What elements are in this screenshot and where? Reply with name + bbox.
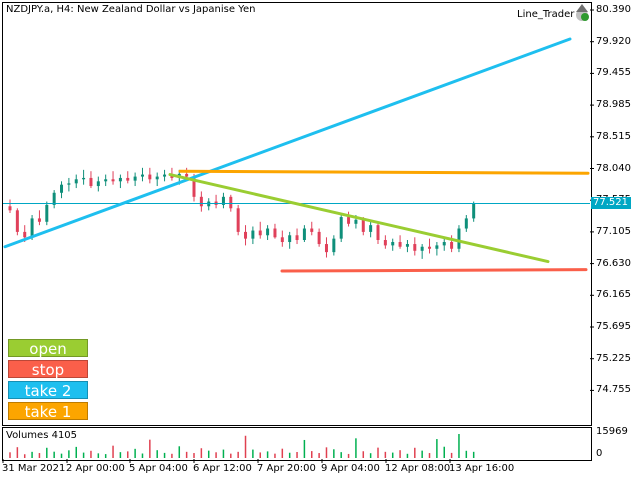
- bear-candle: [8, 206, 12, 211]
- price-tick-label: 79.455: [596, 67, 631, 79]
- bull-candle: [45, 204, 49, 222]
- bull-candle: [67, 183, 71, 185]
- bear-candle: [192, 176, 196, 197]
- bull-candle: [332, 238, 336, 253]
- bull-candle: [251, 230, 255, 239]
- bull-candle: [405, 244, 409, 247]
- bull-candle: [74, 179, 78, 184]
- bear-candle: [413, 244, 417, 251]
- bear-candle: [428, 246, 432, 249]
- price-tick-label: 80.390: [596, 4, 631, 15]
- bull-candle: [472, 203, 476, 219]
- trade-line-open: [168, 173, 550, 264]
- indicator-name: Line_Trader: [517, 9, 575, 20]
- bear-candle: [126, 177, 130, 181]
- price-tick-label: 78.985: [596, 99, 631, 111]
- bear-candle: [244, 231, 248, 239]
- price-tick-label: 77.105: [596, 225, 631, 237]
- bear-candle: [37, 218, 41, 222]
- bear-candle: [310, 228, 314, 232]
- bull-candle: [457, 228, 461, 249]
- bear-candle: [185, 173, 189, 177]
- price-tick-label: 76.165: [596, 289, 631, 301]
- volume-label: Volumes 4105: [6, 430, 78, 441]
- open-button[interactable]: open: [8, 339, 88, 358]
- price-tick-label: 78.040: [596, 162, 631, 174]
- stop-button[interactable]: stop: [8, 360, 88, 379]
- bear-candle: [376, 225, 380, 240]
- bull-candle: [302, 228, 306, 240]
- bull-candle: [30, 218, 34, 238]
- bull-candle: [266, 228, 270, 236]
- bull-candle: [96, 181, 100, 187]
- bull-candle: [133, 176, 137, 181]
- bear-candle: [236, 208, 240, 232]
- bear-candle: [15, 210, 19, 232]
- bull-candle: [435, 245, 439, 249]
- bull-candle: [339, 217, 343, 239]
- bull-candle: [118, 177, 122, 182]
- bull-candle: [354, 219, 358, 224]
- bear-candle: [347, 217, 351, 224]
- bull-candle: [82, 177, 86, 180]
- time-tick-label: 7 Apr 20:00: [257, 463, 316, 474]
- price-tick-label: 76.630: [596, 257, 631, 269]
- price-panel[interactable]: [2, 2, 592, 426]
- bear-candle: [199, 196, 203, 207]
- bear-candle: [295, 235, 299, 240]
- bull-candle: [391, 242, 395, 246]
- bear-candle: [148, 174, 152, 180]
- bear-candle: [280, 237, 284, 243]
- volume-max-label: 15969: [596, 426, 628, 437]
- price-tick-label: 75.225: [596, 352, 631, 364]
- bull-candle: [221, 196, 225, 205]
- bear-candle: [361, 219, 365, 232]
- bull-candle: [52, 192, 56, 205]
- time-tick-label: 9 Apr 04:00: [321, 463, 380, 474]
- bear-candle: [229, 196, 233, 209]
- time-tick-label: 2 Apr 00:00: [66, 463, 125, 474]
- time-tick-label: 13 Apr 16:00: [449, 463, 515, 474]
- take1-button[interactable]: take 1: [8, 402, 88, 421]
- current-price-tag: 77.521: [591, 197, 631, 209]
- bull-candle: [288, 235, 292, 243]
- time-tick-label: 12 Apr 08:00: [385, 463, 451, 474]
- bull-candle: [420, 246, 424, 251]
- volume-zero-label: 0: [596, 448, 603, 459]
- symbol-title: NZDJPY.a, H4: New Zealand Dollar vs Japa…: [6, 4, 256, 15]
- bull-candle: [104, 179, 108, 182]
- time-tick-label: 31 Mar 2021: [2, 463, 66, 474]
- bull-candle: [140, 174, 144, 177]
- bear-candle: [383, 239, 387, 246]
- bull-candle: [442, 242, 446, 246]
- bull-candle: [60, 184, 64, 193]
- bear-candle: [89, 177, 93, 187]
- bear-candle: [273, 228, 277, 238]
- trade-line-stop: [280, 268, 588, 273]
- time-tick-label: 5 Apr 04:00: [129, 463, 188, 474]
- bear-candle: [450, 242, 454, 249]
- bear-candle: [111, 179, 115, 182]
- bull-candle: [464, 218, 468, 229]
- price-tick-label: 79.920: [596, 35, 631, 47]
- price-tick-label: 74.755: [596, 384, 631, 396]
- time-tick-label: 6 Apr 12:00: [193, 463, 252, 474]
- bull-candle: [155, 176, 159, 180]
- bull-candle: [163, 174, 167, 177]
- trade-line-take1: [178, 169, 590, 175]
- price-tick-label: 78.515: [596, 130, 631, 142]
- trade-line-take2: [3, 37, 572, 249]
- price-tick-label: 75.695: [596, 321, 631, 332]
- bear-candle: [258, 230, 262, 236]
- bear-candle: [324, 244, 328, 253]
- bear-candle: [317, 231, 321, 245]
- bull-candle: [369, 225, 373, 232]
- take2-button[interactable]: take 2: [8, 381, 88, 400]
- bear-candle: [23, 231, 27, 238]
- bear-candle: [398, 242, 402, 247]
